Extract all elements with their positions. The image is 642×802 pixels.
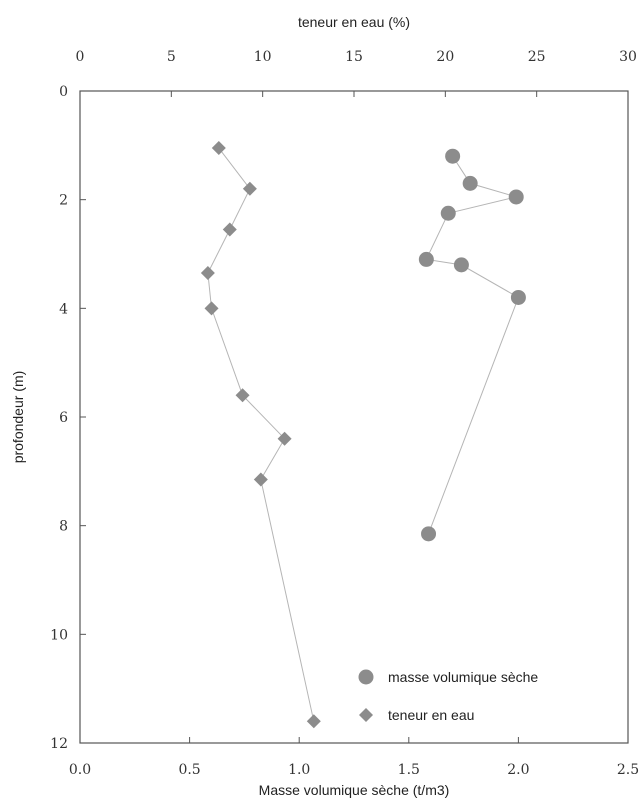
data-point-teneur-en-eau (277, 431, 292, 446)
data-point-teneur-en-eau (204, 301, 219, 316)
x-top-tick-label: 30 (619, 49, 637, 65)
x-top-tick-label: 15 (345, 49, 363, 65)
y-tick-label: 8 (59, 519, 68, 535)
y-axis-label: profondeur (m) (10, 371, 26, 464)
data-point-masse-volumique (508, 189, 524, 205)
x-bottom-tick-label: 2.0 (507, 762, 529, 778)
x-bottom-tick-label: 1.5 (398, 762, 420, 778)
data-point-teneur-en-eau (200, 266, 215, 281)
x-top-tick-label: 25 (528, 49, 546, 65)
x-top-axis-label: teneur en eau (%) (298, 14, 410, 30)
x-top-tick-label: 0 (76, 49, 85, 65)
series-line-masse-volumique (425, 155, 520, 534)
y-tick-label: 6 (59, 410, 68, 426)
ticks-layer: 0 2 4 6 8 10 12 0 5 10 15 20 25 30 0.0 0.5 1.0 1.5 2.0 2.5 (50, 49, 639, 778)
data-point-masse-volumique (510, 289, 526, 305)
x-top-tick-label: 20 (436, 49, 454, 65)
legend-label-teneur: teneur en eau (388, 707, 474, 723)
series-layer (200, 141, 526, 729)
data-point-teneur-en-eau (253, 472, 268, 487)
y-tick-label: 10 (50, 627, 68, 643)
data-point-teneur-en-eau (235, 388, 250, 403)
x-top-tick-label: 10 (254, 49, 272, 65)
legend-circle-marker (358, 669, 374, 685)
y-tick-label: 0 (59, 84, 68, 100)
data-point-masse-volumique (421, 526, 437, 542)
data-point-masse-volumique (418, 251, 434, 267)
y-tick-label: 4 (59, 301, 68, 317)
data-point-masse-volumique (453, 257, 469, 273)
data-point-teneur-en-eau (306, 714, 321, 729)
x-bottom-axis-label: Masse volumique sèche (t/m3) (259, 782, 450, 798)
legend-label-masse: masse volumique sèche (388, 669, 538, 685)
x-bottom-tick-label: 2.5 (617, 762, 639, 778)
x-bottom-tick-label: 0.0 (69, 762, 91, 778)
data-point-masse-volumique (440, 205, 456, 221)
data-point-teneur-en-eau (211, 141, 226, 156)
x-top-tick-label: 5 (167, 49, 176, 65)
x-bottom-tick-label: 1.0 (288, 762, 310, 778)
plot-frame (79, 90, 629, 744)
y-tick-label: 2 (59, 193, 68, 209)
data-point-masse-volumique (445, 148, 461, 164)
y-tick-label: 12 (50, 736, 68, 752)
legend: masse volumique sèche teneur en eau (358, 669, 538, 723)
x-bottom-tick-label: 0.5 (178, 762, 200, 778)
data-point-teneur-en-eau (242, 181, 257, 196)
series-line-teneur-en-eau (207, 147, 315, 722)
data-point-masse-volumique (462, 175, 478, 191)
data-point-teneur-en-eau (222, 222, 237, 237)
legend-diamond-marker (359, 708, 373, 722)
